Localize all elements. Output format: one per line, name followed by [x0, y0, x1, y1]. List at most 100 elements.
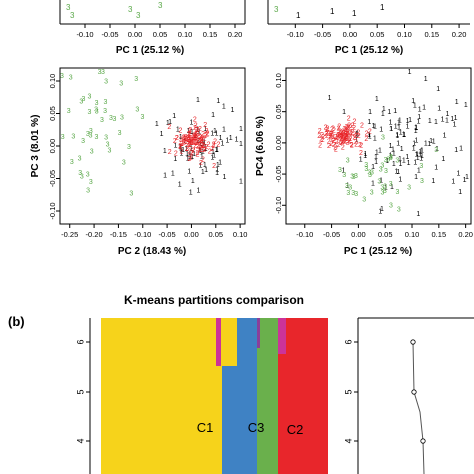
data-point-1: 1	[441, 156, 445, 163]
data-point-1: 1	[392, 151, 396, 158]
data-point-3: 3	[351, 190, 355, 197]
data-point-1: 1	[431, 178, 435, 185]
data-point-1: 1	[190, 129, 194, 136]
data-point-2: 2	[354, 133, 358, 140]
data-point-2: 2	[198, 145, 202, 152]
data-point-3: 3	[120, 115, 124, 122]
data-point-1: 1	[203, 140, 207, 147]
data-point-1: 1	[189, 146, 193, 153]
x-tick-label: 0.00	[343, 30, 358, 39]
data-point-2: 2	[342, 132, 346, 139]
data-point-2: 2	[194, 127, 198, 134]
data-point-2: 2	[348, 125, 352, 132]
data-point-3: 3	[389, 155, 393, 162]
x-tick-label: 0.05	[208, 230, 223, 239]
x-tick-label: 0.20	[228, 30, 243, 39]
svg-text:1: 1	[352, 9, 357, 18]
data-point-1: 1	[389, 120, 393, 127]
data-point-3: 3	[395, 157, 399, 164]
data-point-1: 1	[402, 158, 406, 165]
data-point-2: 2	[332, 137, 336, 144]
data-point-2: 2	[175, 135, 179, 142]
data-point-1: 1	[179, 145, 183, 152]
data-point-3: 3	[434, 147, 438, 154]
data-point-3: 3	[122, 160, 126, 167]
data-point-2: 2	[167, 124, 171, 131]
data-point-2: 2	[337, 132, 341, 139]
data-point-3: 3	[368, 172, 372, 179]
data-point-1: 1	[398, 176, 402, 183]
data-point-1: 1	[414, 128, 418, 135]
data-point-3: 3	[104, 78, 108, 85]
data-point-2: 2	[345, 127, 349, 134]
data-point-1: 1	[413, 102, 417, 109]
data-point-3: 3	[71, 134, 75, 141]
data-point-1: 1	[420, 147, 424, 154]
x-tick-label: -0.05	[101, 30, 118, 39]
data-point-2: 2	[205, 144, 209, 151]
data-point-1: 1	[179, 145, 183, 152]
segment-red	[286, 318, 328, 474]
data-point-1: 1	[432, 139, 436, 146]
data-point-2: 2	[357, 133, 361, 140]
data-point-3: 3	[89, 128, 93, 135]
data-point-2: 2	[193, 116, 197, 123]
data-point-2: 2	[198, 134, 202, 141]
data-point-2: 2	[203, 146, 207, 153]
data-point-2: 2	[346, 131, 350, 138]
data-point-2: 2	[182, 137, 186, 144]
data-point-1: 1	[184, 146, 188, 153]
plot-top-left: -0.10 -0.05 0.00 0.05 0.10 0.15 0.20 3 3 3 3 3…	[59, 0, 246, 56]
data-point-1: 1	[429, 138, 433, 145]
data-point-3: 3	[107, 148, 111, 155]
data-point-2: 2	[182, 135, 186, 142]
data-point-2: 2	[198, 134, 202, 141]
data-point-2: 2	[329, 133, 333, 140]
data-point-3: 3	[350, 174, 354, 181]
data-point-1: 1	[186, 128, 190, 135]
data-point-3: 3	[61, 134, 65, 141]
data-point-2: 2	[195, 127, 199, 134]
data-point-1: 1	[389, 153, 393, 160]
data-point-1: 1	[434, 164, 438, 171]
data-point-2: 2	[339, 130, 343, 137]
data-point-3: 3	[89, 179, 93, 186]
x-tick-label: 0.15	[424, 30, 439, 39]
data-point-1: 1	[368, 134, 372, 141]
kmeans-chart: 6 5 4 C1 C3 C2	[75, 318, 328, 474]
x-ticks: -0.25 -0.20 -0.15 -0.10 -0.05 0.00 0.05 0.10	[61, 224, 247, 239]
data-point-1: 1	[354, 137, 358, 144]
segment-blue	[237, 318, 257, 474]
data-point-2: 2	[205, 128, 209, 135]
data-point-1: 1	[235, 137, 239, 144]
x-tick-label: 0.20	[458, 230, 473, 239]
y-ticks: -0.10 -0.05 0.00 0.05 0.10	[274, 73, 286, 214]
x-tick-label: -0.20	[86, 230, 103, 239]
data-point-2: 2	[178, 127, 182, 134]
data-point-2: 2	[192, 140, 196, 147]
data-point-2: 2	[327, 131, 331, 138]
data-point-2: 2	[360, 123, 364, 130]
y-tick-label: 6	[75, 339, 85, 344]
data-point-2: 2	[180, 149, 184, 156]
data-point-3: 3	[86, 171, 90, 178]
data-point-2: 2	[187, 137, 191, 144]
data-point-2: 2	[205, 132, 209, 139]
data-point-2: 2	[188, 148, 192, 155]
data-point-2: 2	[194, 132, 198, 139]
plot-frame	[285, 67, 472, 225]
x-tick-label: -0.05	[314, 30, 331, 39]
data-point-2: 2	[350, 129, 354, 136]
data-point-2: 2	[198, 143, 202, 150]
data-point-2: 2	[337, 124, 341, 131]
data-point-3: 3	[86, 131, 90, 138]
data-point-3: 3	[69, 75, 73, 82]
data-point-3: 3	[348, 184, 352, 191]
data-point-1: 1	[389, 143, 393, 150]
data-point	[411, 389, 417, 395]
data-point-2: 2	[330, 131, 334, 138]
data-point-3: 3	[342, 172, 346, 179]
data-point-2: 2	[174, 150, 178, 157]
data-point-1: 1	[199, 163, 203, 170]
